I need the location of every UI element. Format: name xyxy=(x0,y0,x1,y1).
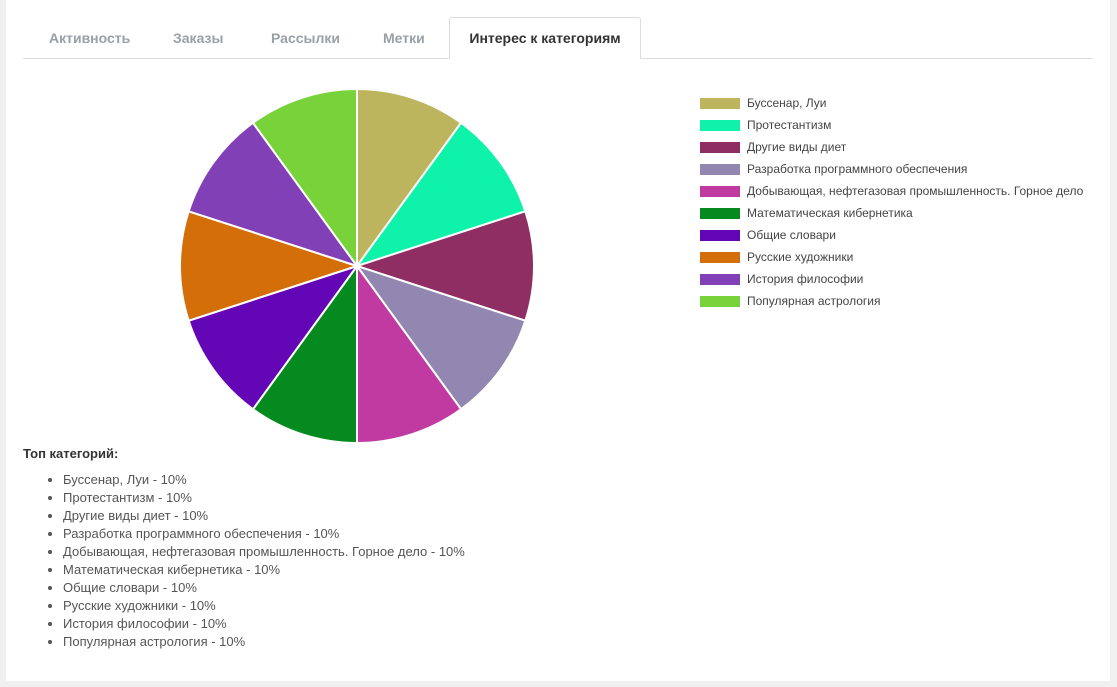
tab-tags[interactable]: Метки xyxy=(383,30,425,46)
pie-slice-8[interactable] xyxy=(187,121,360,268)
list-item: Русские художники - 10% xyxy=(63,597,465,615)
tab-category-interest[interactable]: Интерес к категориям xyxy=(449,17,641,59)
legend-swatch xyxy=(700,229,740,241)
tab-orders[interactable]: Заказы xyxy=(173,30,224,46)
legend-label: Буссенар, Луи xyxy=(747,96,827,110)
list-item: Добывающая, нефтегазовая промышленность.… xyxy=(63,543,465,561)
legend-label: Общие словари xyxy=(747,228,836,242)
pie-slice-4[interactable] xyxy=(356,262,463,445)
legend-label: Математическая кибернетика xyxy=(747,206,913,220)
legend-swatch xyxy=(700,141,740,153)
legend-item[interactable]: Разработка программного обеспечения xyxy=(700,158,1083,180)
legend-swatch xyxy=(700,119,740,131)
legend-swatch xyxy=(700,273,740,285)
chart-legend: Буссенар, Луи Протестантизм Другие виды ди… xyxy=(700,92,1083,312)
tab-bar: Активность Заказы Рассылки Метки Интерес… xyxy=(23,17,1093,59)
list-item: Общие словари - 10% xyxy=(63,579,465,597)
legend-item[interactable]: Другие виды диет xyxy=(700,136,1083,158)
pie-slice-1[interactable] xyxy=(354,121,527,268)
top-categories-list: Буссенар, Луи - 10%Протестантизм - 10%Др… xyxy=(23,471,465,651)
legend-swatch xyxy=(700,251,740,263)
legend-swatch xyxy=(700,207,740,219)
pie-slice-0[interactable] xyxy=(356,87,463,270)
tab-activity[interactable]: Активность xyxy=(49,30,131,46)
pie-slice-9[interactable] xyxy=(251,87,358,270)
legend-label: История философии xyxy=(747,272,864,286)
tab-mailings[interactable]: Рассылки xyxy=(271,30,340,46)
list-item: История философии - 10% xyxy=(63,615,465,633)
legend-item[interactable]: Протестантизм xyxy=(700,114,1083,136)
legend-swatch xyxy=(700,295,740,307)
list-item: Буссенар, Луи - 10% xyxy=(63,471,465,489)
pie-chart xyxy=(179,87,535,445)
list-item: Другие виды диет - 10% xyxy=(63,507,465,525)
pie-slice-7[interactable] xyxy=(179,210,361,322)
legend-label: Русские художники xyxy=(747,250,854,264)
legend-item[interactable]: Буссенар, Луи xyxy=(700,92,1083,114)
legend-label: Протестантизм xyxy=(747,118,832,132)
legend-label: Популярная астрология xyxy=(747,294,881,308)
content-panel: Активность Заказы Рассылки Метки Интерес… xyxy=(6,0,1110,681)
list-item: Популярная астрология - 10% xyxy=(63,633,465,651)
legend-label: Разработка программного обеспечения xyxy=(747,162,968,176)
legend-swatch xyxy=(700,163,740,175)
list-item: Математическая кибернетика - 10% xyxy=(63,561,465,579)
list-item: Разработка программного обеспечения - 10… xyxy=(63,525,465,543)
top-categories-title: Топ категорий: xyxy=(23,446,119,461)
legend-label: Добывающая, нефтегазовая промышленность.… xyxy=(747,184,1084,198)
legend-item[interactable]: Математическая кибернетика xyxy=(700,202,1083,224)
legend-swatch xyxy=(700,97,740,109)
pie-slice-6[interactable] xyxy=(187,264,360,411)
pie-slice-2[interactable] xyxy=(353,210,535,322)
pie-slice-3[interactable] xyxy=(354,264,527,411)
legend-item[interactable]: Добывающая, нефтегазовая промышленность.… xyxy=(700,180,1083,202)
legend-label: Другие виды диет xyxy=(747,140,847,154)
list-item: Протестантизм - 10% xyxy=(63,489,465,507)
legend-item[interactable]: Общие словари xyxy=(700,224,1083,246)
legend-item[interactable]: История философии xyxy=(700,268,1083,290)
legend-item[interactable]: Популярная астрология xyxy=(700,290,1083,312)
legend-item[interactable]: Русские художники xyxy=(700,246,1083,268)
legend-swatch xyxy=(700,185,740,197)
pie-slice-5[interactable] xyxy=(251,262,358,445)
